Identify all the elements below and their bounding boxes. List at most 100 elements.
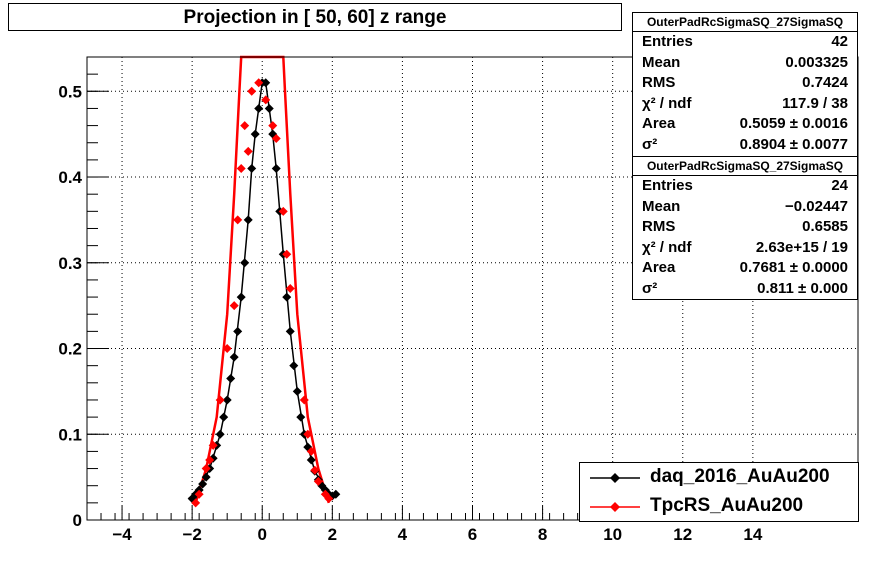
data-point-1 xyxy=(303,429,313,439)
stats-value: 0.8904 ± 0.0077 xyxy=(739,135,848,153)
data-point-0 xyxy=(264,103,274,113)
data-point-0 xyxy=(250,129,260,139)
data-point-0 xyxy=(271,163,281,173)
stats-value: 0.7681 ± 0.0000 xyxy=(739,259,848,277)
data-point-1 xyxy=(282,249,292,259)
x-tick-label: 0 xyxy=(257,525,266,544)
stats-value: 0.811 ± 0.000 xyxy=(757,279,848,297)
data-point-1 xyxy=(205,455,215,465)
stats-key: Area xyxy=(642,115,676,133)
stats-value: 24 xyxy=(831,177,848,194)
data-point-0 xyxy=(282,292,292,302)
series-points xyxy=(187,78,341,508)
stats-key: Mean xyxy=(642,197,681,215)
stats-row-sigma2: σ² 0.811 ± 0.000 xyxy=(633,279,857,300)
legend-entry-daq: daq_2016_AuAu200 xyxy=(580,464,858,492)
data-point-1 xyxy=(261,95,271,105)
y-tick-label: 0.5 xyxy=(58,82,82,101)
y-tick-label: 0.1 xyxy=(58,425,82,444)
stats-row-area: Area 0.5059 ± 0.0016 xyxy=(633,114,857,135)
data-point-1 xyxy=(313,476,323,486)
legend-marker-tpcrs xyxy=(590,502,640,512)
stats-row-entries: Entries 24 xyxy=(633,176,857,197)
data-point-1 xyxy=(236,163,246,173)
data-point-1 xyxy=(310,465,320,475)
stats-key: Area xyxy=(642,259,676,277)
stats-value: −0.02447 xyxy=(785,197,848,215)
data-point-0 xyxy=(219,412,229,422)
legend-label-tpcrs: TpcRS_AuAu200 xyxy=(650,495,804,516)
y-tick-label: 0.3 xyxy=(58,254,82,273)
data-point-0 xyxy=(296,412,306,422)
data-point-1 xyxy=(194,489,204,499)
data-point-0 xyxy=(289,361,299,371)
data-point-0 xyxy=(292,386,302,396)
stats-box-tpcrs: OuterPadRcSigmaSQ_27SigmaSQ Entries 24 Me… xyxy=(632,156,858,300)
data-point-0 xyxy=(247,163,257,173)
stats-value: 42 xyxy=(831,33,848,50)
data-point-0 xyxy=(201,472,211,482)
grid-lines xyxy=(87,57,858,520)
data-point-0 xyxy=(215,429,225,439)
x-tick-label: −2 xyxy=(182,525,201,544)
stats-value: 0.7424 xyxy=(802,74,848,92)
stats-row-chi2: χ² / ndf 2.63e+15 / 19 xyxy=(633,238,857,259)
data-point-1 xyxy=(240,121,250,131)
stats-value: 0.6585 xyxy=(802,218,848,236)
legend-entry-tpcrs: TpcRS_AuAu200 xyxy=(580,493,858,521)
data-point-0 xyxy=(233,326,243,336)
data-point-0 xyxy=(198,479,208,489)
data-point-1 xyxy=(247,86,257,96)
data-point-1 xyxy=(324,494,334,504)
data-point-0 xyxy=(254,103,264,113)
legend: daq_2016_AuAu200 TpcRS_AuAu200 xyxy=(579,462,859,522)
data-point-1 xyxy=(243,146,253,156)
data-point-0 xyxy=(222,395,232,405)
data-point-1 xyxy=(299,395,309,405)
data-point-1 xyxy=(268,121,278,131)
stats-row-mean: Mean 0.003325 xyxy=(633,53,857,74)
data-point-1 xyxy=(229,301,239,311)
chart-title: Projection in [ 50, 60] z range xyxy=(8,3,622,31)
data-point-1 xyxy=(306,446,316,456)
data-point-0 xyxy=(229,352,239,362)
stats-row-mean: Mean −0.02447 xyxy=(633,197,857,218)
stats-value: 0.5059 ± 0.0016 xyxy=(739,115,848,133)
stats-header: OuterPadRcSigmaSQ_27SigmaSQ xyxy=(633,13,857,32)
stats-key: σ² xyxy=(642,279,658,297)
y-tick-label: 0.2 xyxy=(58,340,82,359)
stats-key: RMS xyxy=(642,218,676,236)
data-point-1 xyxy=(201,464,211,474)
data-point-0 xyxy=(261,78,271,88)
data-point-0 xyxy=(243,215,253,225)
x-tick-label: 2 xyxy=(328,525,337,544)
data-point-1 xyxy=(191,498,201,508)
stats-key: Entries xyxy=(642,177,693,194)
data-point-1 xyxy=(278,206,288,216)
data-point-1 xyxy=(233,215,243,225)
data-point-1 xyxy=(254,78,264,88)
data-point-1 xyxy=(285,284,295,293)
stats-key: χ² / ndf xyxy=(642,238,692,256)
stats-key: RMS xyxy=(642,74,676,92)
stats-key: χ² / ndf xyxy=(642,94,692,112)
x-tick-label: 12 xyxy=(673,525,692,544)
tick-labels: −4 −2 0 2 4 6 8 10 12 14 0 0.1 0.2 0.3 0.4 0.5 xyxy=(58,82,762,544)
data-point-1 xyxy=(215,395,225,405)
stats-key: Entries xyxy=(642,33,693,50)
data-point-0 xyxy=(331,489,341,499)
legend-label-daq: daq_2016_AuAu200 xyxy=(650,466,830,487)
data-point-0 xyxy=(306,455,316,465)
x-tick-label: 6 xyxy=(468,525,477,544)
stats-header: OuterPadRcSigmaSQ_27SigmaSQ xyxy=(633,157,857,176)
data-point-1 xyxy=(208,440,218,450)
y-tick-label: 0 xyxy=(73,511,82,530)
data-point-0 xyxy=(240,258,250,268)
stats-row-area: Area 0.7681 ± 0.0000 xyxy=(633,258,857,279)
x-tick-label: 8 xyxy=(538,525,547,544)
data-point-1 xyxy=(271,133,281,143)
data-point-0 xyxy=(236,292,246,302)
data-point-0 xyxy=(285,326,295,336)
series-lines xyxy=(188,55,337,504)
stats-row-rms: RMS 0.7424 xyxy=(633,73,857,94)
